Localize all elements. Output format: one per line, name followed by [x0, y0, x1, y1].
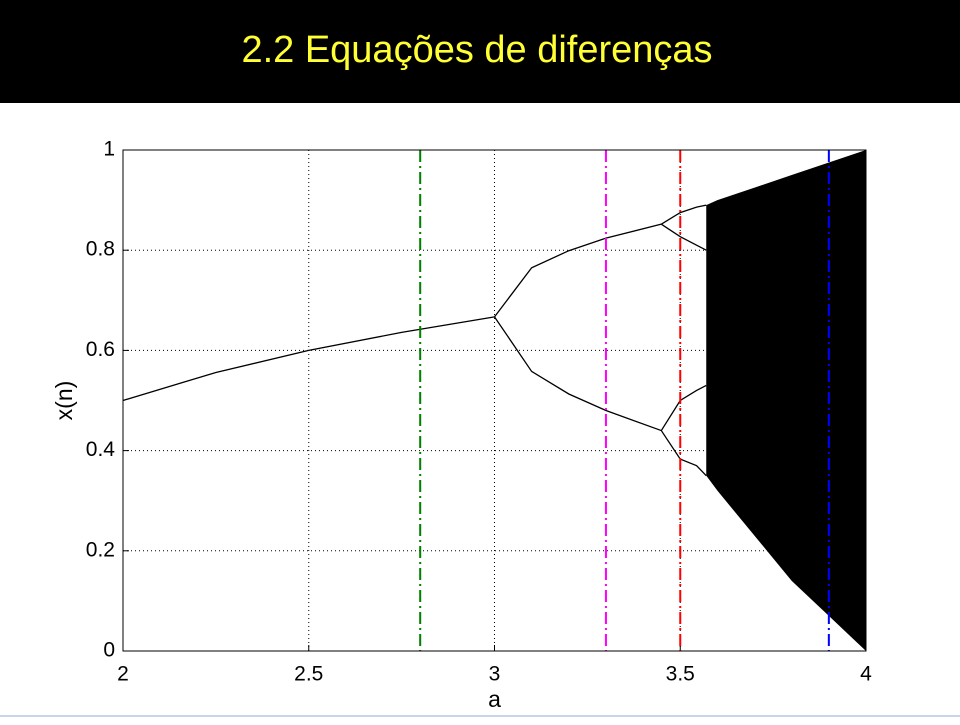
x-tick-label: 3.5: [666, 663, 695, 686]
y-tick-label: 0.4: [86, 438, 116, 461]
y-tick-label: 0.2: [86, 538, 115, 561]
branch-line: [660, 204, 707, 225]
slide-title: 2.2 Equações de diferenças: [241, 29, 712, 71]
y-tick-label: 1: [103, 138, 115, 161]
branch-line: [660, 223, 707, 251]
branch-line: [493, 223, 662, 318]
axes-box: [122, 149, 867, 652]
x-tick-label: 4: [860, 663, 872, 686]
x-axis-label: a: [488, 686, 501, 712]
chaotic-band: [706, 150, 866, 651]
y-tick-label: 0.8: [86, 238, 115, 261]
plot: 2 2.5 3 3.5 4 0 0.2 0.4 0.6 0.8 1 a x(n): [51, 138, 872, 713]
header-band: [0, 0, 960, 103]
y-tick-label: 0: [103, 639, 115, 662]
branch-line: [122, 316, 495, 402]
y-tick-label: 0.6: [86, 338, 115, 361]
x-tick-label: 2: [117, 663, 129, 686]
x-tick-label: 3: [489, 663, 501, 686]
branch-line: [493, 316, 662, 432]
branch-line: [660, 430, 707, 477]
branch-line: [660, 384, 707, 431]
x-tick-label: 2.5: [294, 663, 323, 686]
y-axis-label: x(n): [51, 381, 77, 421]
